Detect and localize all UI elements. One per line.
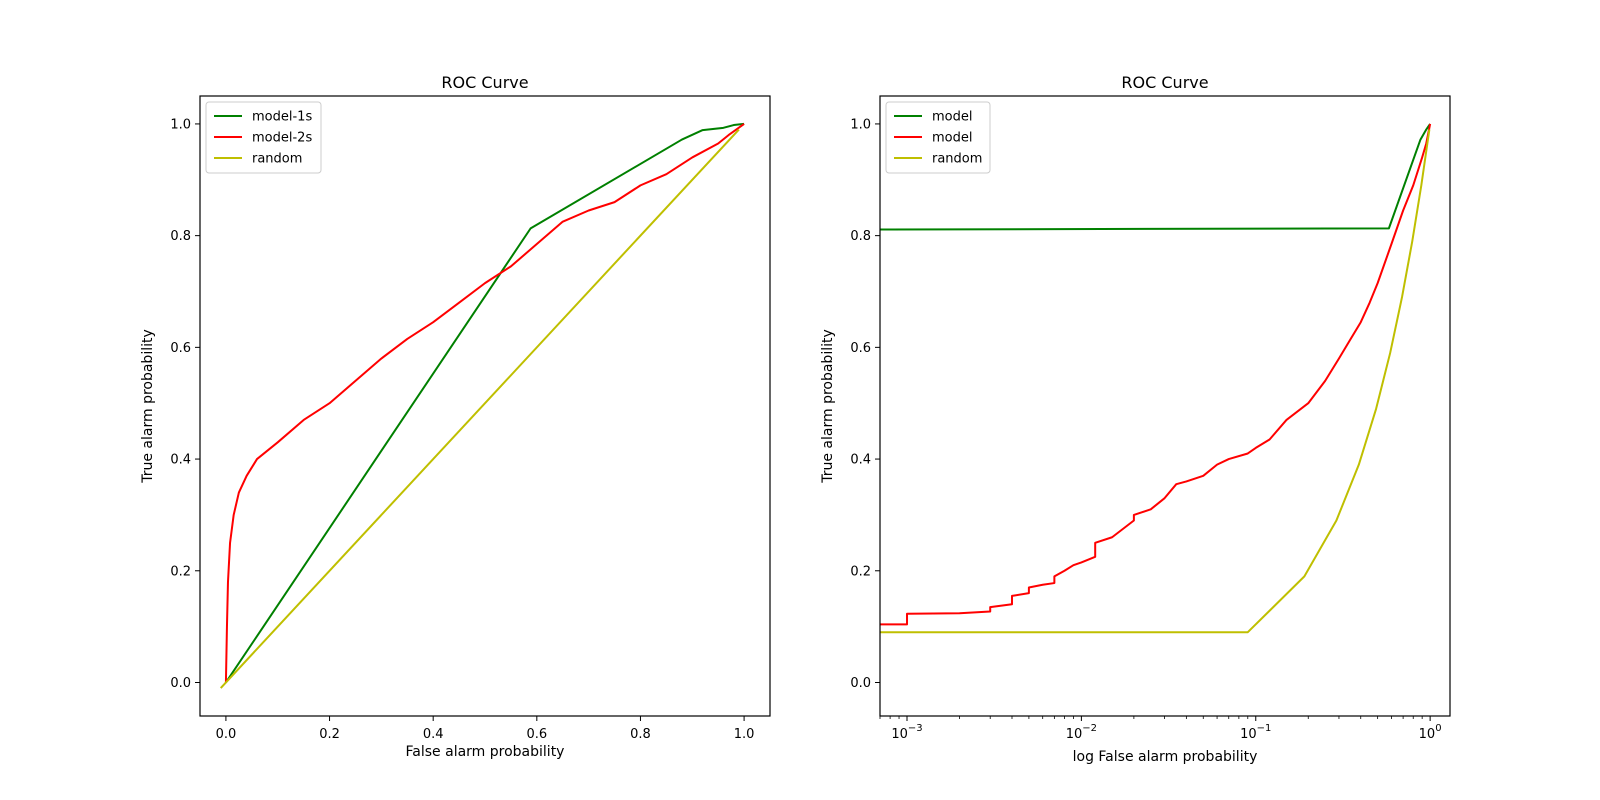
y-tick-label: 1.0: [850, 117, 871, 132]
x-tick-label: 1.0: [734, 727, 755, 742]
series-line-random-3: [219, 128, 740, 689]
x-tick-label: 0.8: [630, 727, 651, 742]
x-tick-label-exponent: −1: [1257, 723, 1272, 734]
x-tick-label-base: 0.2: [319, 727, 340, 742]
y-tick-label: 0.8: [170, 229, 191, 244]
x-tick-label-base: 0.0: [216, 727, 237, 742]
series-line-model-1s-1: [225, 122, 745, 684]
chart-panel-1: 0.0 0.2 0.4 0.6 0.8 1.0 0.0 0.2 0.4 0.6 0.8 1.0 ROC …: [140, 73, 771, 760]
y-tick-label: 0.0: [850, 676, 871, 691]
legend-label: model: [932, 110, 972, 125]
x-tick-label: 10−3: [891, 723, 922, 742]
y-tick-label: 0.8: [850, 229, 871, 244]
x-tick-label-exponent: −3: [908, 723, 923, 734]
series-group: [219, 122, 745, 689]
chart-title: ROC Curve: [1121, 73, 1208, 92]
x-tick-label-exponent: −2: [1082, 723, 1097, 734]
y-tick-label: 1.0: [170, 117, 191, 132]
x-tick-label-base: 10: [1240, 727, 1257, 742]
legend-label: random: [932, 152, 982, 167]
y-tick-label: 0.4: [850, 453, 871, 468]
x-axis-label: log False alarm probability: [1073, 749, 1258, 765]
legend: model model random: [885, 101, 991, 174]
y-tick-label: 0.6: [850, 341, 871, 356]
x-tick-label: 100: [1419, 723, 1442, 742]
x-tick-label-base: 10: [891, 727, 908, 742]
series-line-model-1: [880, 123, 1431, 231]
legend-box: [885, 101, 991, 174]
x-tick-label-base: 0.4: [423, 727, 444, 742]
x-tick-label: 10−1: [1240, 723, 1271, 742]
y-axis-label: True alarm probability: [140, 329, 156, 484]
legend-box: [205, 101, 322, 174]
x-tick-label-base: 1.0: [734, 727, 755, 742]
x-tick-label: 0.0: [216, 727, 237, 742]
x-tick-label-exponent: 0: [1435, 723, 1441, 734]
y-tick-label: 0.2: [170, 564, 191, 579]
x-tick-label-base: 10: [1066, 727, 1083, 742]
x-tick-label: 0.2: [319, 727, 340, 742]
legend-label: random: [252, 152, 302, 167]
x-tick-label-base: 0.6: [526, 727, 547, 742]
y-tick-label: 0.6: [170, 341, 191, 356]
axes-frame: [879, 95, 1451, 717]
chart-title: ROC Curve: [441, 73, 528, 92]
legend: model-1s model-2s random: [205, 101, 322, 174]
x-tick-label-base: 10: [1419, 727, 1436, 742]
legend-label: model-2s: [252, 131, 312, 146]
series-line-random-3: [880, 129, 1431, 634]
series-group: [880, 123, 1432, 634]
y-tick-label: 0.4: [170, 453, 191, 468]
x-tick-label: 0.6: [526, 727, 547, 742]
legend-label: model: [932, 131, 972, 146]
x-tick-label: 0.4: [423, 727, 444, 742]
axes-frame: [199, 95, 771, 717]
y-tick-label: 0.2: [850, 564, 871, 579]
x-tick-label-base: 0.8: [630, 727, 651, 742]
series-line-model-2s-2: [224, 123, 745, 683]
x-tick-label: 10−2: [1066, 723, 1097, 742]
legend-label: model-1s: [252, 110, 312, 125]
y-axis-label: True alarm probability: [820, 329, 836, 484]
y-tick-label: 0.0: [170, 676, 191, 691]
x-axis-label: False alarm probability: [406, 744, 565, 760]
series-line-model-2: [880, 123, 1432, 626]
